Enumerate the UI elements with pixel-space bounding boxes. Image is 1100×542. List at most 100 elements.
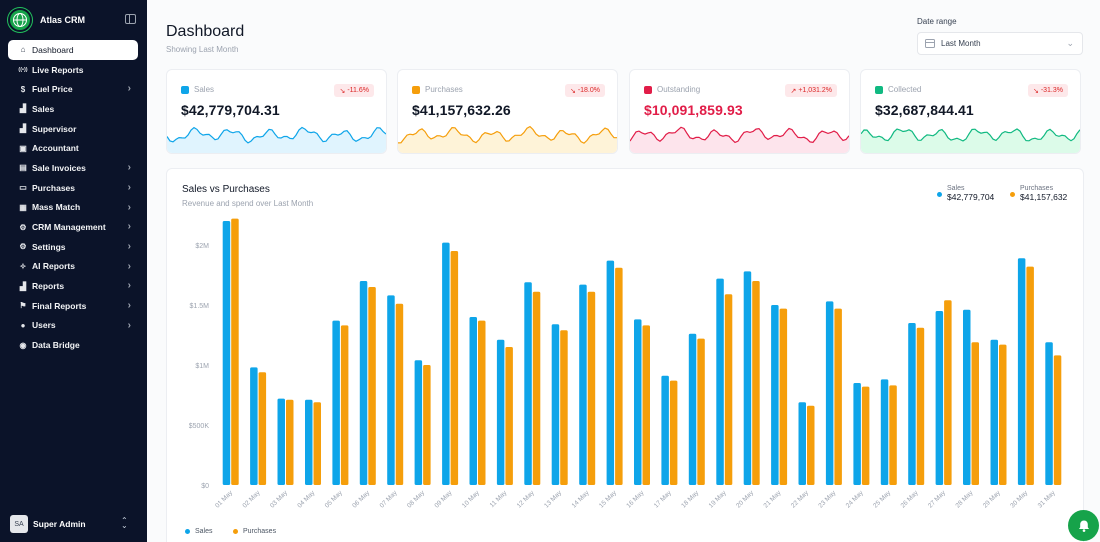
bar-purchases[interactable] [669, 380, 678, 485]
stat-card-sales[interactable]: Sales ↘ -11.6% $42,779,704.31 [166, 69, 387, 154]
sidebar-item-users[interactable]: ● Users › [8, 316, 138, 336]
bar-sales[interactable] [496, 339, 505, 485]
bar-purchases[interactable] [313, 402, 322, 485]
legend-sales-dot [937, 192, 942, 197]
bar-purchases[interactable] [834, 308, 842, 485]
bar-sales[interactable] [524, 282, 532, 485]
bar-sales[interactable] [908, 323, 916, 485]
bar-sales[interactable] [1045, 342, 1053, 485]
bar-purchases[interactable] [779, 308, 788, 485]
stat-card-collected[interactable]: Collected ↘ -31.3% $32,687,844.41 [860, 69, 1081, 154]
x-tick-label: 22 May [790, 489, 811, 510]
bar-purchases[interactable] [286, 399, 294, 485]
bar-purchases[interactable] [944, 300, 952, 485]
bar-purchases[interactable] [450, 251, 459, 485]
sidebar-item-accountant[interactable]: ▣ Accountant [8, 138, 138, 158]
notification-bell-button[interactable] [1068, 510, 1099, 541]
sidebar-item-dashboard[interactable]: ⌂ Dashboard [8, 40, 138, 60]
page-subtitle: Showing Last Month [166, 45, 239, 54]
bar-sales[interactable] [880, 379, 889, 485]
bar-chart-icon: ▟ [19, 104, 27, 114]
brand[interactable]: Atlas CRM [8, 8, 85, 32]
chevron-up-down-icon[interactable]: ⌃ ⌄ [121, 516, 128, 530]
bar-purchases[interactable] [916, 327, 925, 485]
sidebar-item-final-reports[interactable]: ⚑ Final Reports › [8, 296, 138, 316]
bar-sales[interactable] [551, 324, 560, 485]
bar-sales[interactable] [305, 399, 313, 485]
sidebar-item-crm-management[interactable]: ⚙ CRM Management › [8, 217, 138, 237]
sidebar-item-sales[interactable]: ▟ Sales [8, 99, 138, 119]
bar-purchases[interactable] [368, 287, 376, 485]
sidebar-item-live-reports[interactable]: ((•)) Live Reports [8, 60, 138, 80]
sidebar-item-purchases[interactable]: ▭ Purchases › [8, 178, 138, 198]
bar-purchases[interactable] [340, 325, 349, 485]
bar-sales[interactable] [743, 271, 752, 485]
y-tick-label: $500K [189, 423, 210, 430]
date-range-select[interactable]: Last Month ⌄ [917, 32, 1083, 55]
bar-sales[interactable] [990, 339, 999, 485]
bar-purchases[interactable] [478, 320, 486, 485]
bar-purchases[interactable] [889, 385, 897, 485]
bar-sales[interactable] [716, 278, 724, 485]
sidebar-item-label: Final Reports [32, 300, 87, 311]
bar-sales[interactable] [359, 281, 368, 485]
user-menu[interactable]: SA Super Admin [10, 515, 86, 533]
bar-purchases[interactable] [423, 365, 431, 485]
broadcast-icon: ((•)) [18, 66, 28, 73]
sidebar-item-fuel-price[interactable]: $ Fuel Price › [8, 79, 138, 99]
bar-purchases[interactable] [258, 372, 267, 485]
legend-purchases-name: Purchases [1020, 185, 1054, 192]
bar-purchases[interactable] [752, 281, 760, 485]
sidebar-item-label: Reports [32, 281, 65, 292]
bar-sales[interactable] [661, 375, 669, 485]
bar-sales[interactable] [579, 284, 587, 485]
bottom-legend-purchases[interactable]: Purchases [233, 528, 276, 535]
bar-purchases[interactable] [697, 338, 705, 485]
bar-purchases[interactable] [861, 386, 870, 485]
bar-purchases[interactable] [999, 344, 1007, 485]
sidebar-item-settings[interactable]: ⚙ Settings › [8, 237, 138, 257]
bar-purchases[interactable] [560, 330, 568, 485]
bar-purchases[interactable] [1026, 266, 1034, 485]
bar-purchases[interactable] [724, 294, 733, 485]
sidebar-item-sale-invoices[interactable]: ▤ Sale Invoices › [8, 158, 138, 178]
bar-sales[interactable] [935, 311, 944, 485]
sidebar-toggle-icon[interactable] [125, 14, 136, 24]
bar-purchases[interactable] [642, 325, 651, 485]
bar-purchases[interactable] [807, 405, 815, 485]
bar-sales[interactable] [825, 301, 834, 485]
bar-sales[interactable] [277, 398, 286, 485]
stat-card-outstanding[interactable]: Outstanding ↗ +1,031.2% $10,091,859.93 [629, 69, 850, 154]
bar-sales[interactable] [963, 309, 971, 485]
bar-sales[interactable] [1017, 258, 1026, 485]
bar-purchases[interactable] [532, 291, 541, 485]
sidebar-item-supervisor[interactable]: ▟ Supervisor [8, 119, 138, 139]
chevron-right-icon: › [127, 299, 131, 311]
bar-purchases[interactable] [587, 291, 596, 485]
bar-sales[interactable] [414, 360, 423, 485]
bar-purchases[interactable] [971, 342, 980, 485]
sidebar-item-data-bridge[interactable]: ◉ Data Bridge [8, 335, 138, 355]
bar-purchases[interactable] [231, 218, 239, 485]
bar-purchases[interactable] [505, 347, 513, 485]
sidebar-item-reports[interactable]: ▟ Reports › [8, 276, 138, 296]
bar-sales[interactable] [332, 320, 340, 485]
bar-sales[interactable] [634, 319, 642, 485]
bar-sales[interactable] [606, 260, 615, 485]
bar-sales[interactable] [688, 333, 697, 485]
stat-card-purchases[interactable]: Purchases ↘ -18.0% $41,157,632.26 [397, 69, 618, 154]
bar-purchases[interactable] [395, 303, 404, 485]
bar-sales[interactable] [798, 402, 807, 485]
sidebar-item-mass-match[interactable]: ▦ Mass Match › [8, 198, 138, 218]
bar-sales[interactable] [222, 221, 231, 485]
bar-sales[interactable] [442, 242, 450, 485]
bar-sales[interactable] [853, 383, 861, 485]
bar-sales[interactable] [771, 305, 779, 485]
bar-sales[interactable] [469, 317, 478, 485]
bar-sales[interactable] [387, 295, 395, 485]
bar-purchases[interactable] [615, 267, 623, 485]
bar-sales[interactable] [250, 367, 258, 485]
bar-purchases[interactable] [1053, 355, 1062, 485]
sidebar-item-ai-reports[interactable]: ✧ AI Reports › [8, 257, 138, 277]
bottom-legend-sales[interactable]: Sales [185, 528, 213, 535]
